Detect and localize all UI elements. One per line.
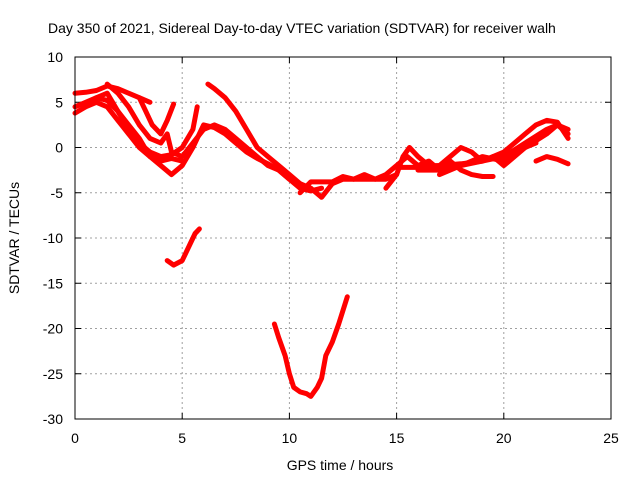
grid-lines	[75, 57, 611, 419]
x-tick-label: 10	[282, 430, 298, 446]
y-tick-label: 10	[47, 49, 63, 65]
series-track-7	[205, 81, 400, 200]
series-track-6	[136, 95, 177, 137]
y-tick-label: -15	[43, 275, 63, 291]
x-tick-label: 5	[178, 430, 186, 446]
chart-title: Day 350 of 2021, Sidereal Day-to-day VTE…	[48, 20, 556, 36]
y-tick-label: 5	[55, 94, 63, 110]
y-tick-label: -10	[43, 230, 63, 246]
series-track-5	[93, 95, 303, 187]
series-track-9	[383, 140, 539, 191]
x-tick-label: 15	[389, 430, 405, 446]
plot-area	[72, 81, 571, 399]
series-track-13	[533, 154, 571, 167]
y-axis-label: SDTVAR / TECUs	[6, 182, 22, 294]
series-track-12	[437, 122, 571, 178]
y-tick-label: -25	[43, 366, 63, 382]
series-track-15	[271, 294, 350, 399]
y-tick-label: -20	[43, 321, 63, 337]
y-tick-label: -30	[43, 411, 63, 427]
y-tick-label: 0	[55, 140, 63, 156]
y-tick-label: -5	[51, 185, 64, 201]
series-track-14	[164, 226, 202, 268]
x-tick-label: 25	[603, 430, 619, 446]
x-tick-label: 20	[496, 430, 512, 446]
x-axis-label: GPS time / hours	[287, 457, 394, 473]
series-track-3	[72, 99, 185, 164]
plot-frame	[74, 56, 612, 420]
x-tick-label: 0	[71, 430, 79, 446]
